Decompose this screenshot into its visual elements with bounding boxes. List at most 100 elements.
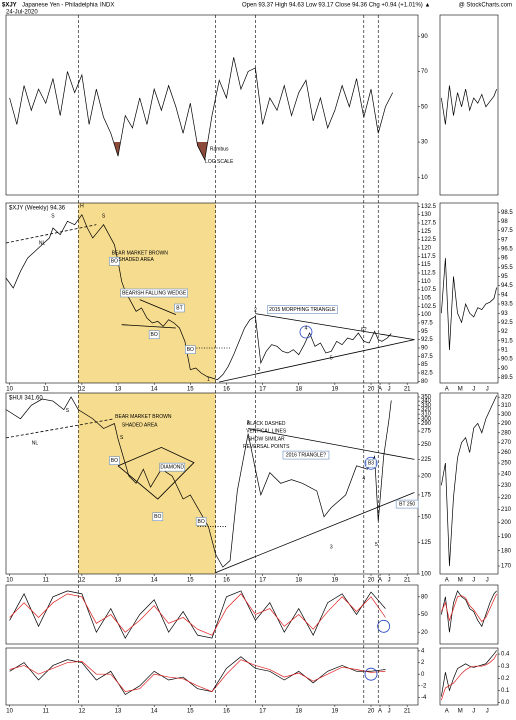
y-tick-label: 117.5 xyxy=(421,254,436,260)
x-tick-label: A xyxy=(378,709,382,715)
y-tick-label: 0 xyxy=(421,672,425,678)
y-tick-label: 92.5 xyxy=(421,337,433,343)
x-tick-label: 14 xyxy=(151,709,158,715)
annotation: H xyxy=(80,204,84,210)
inset-y-tick-label: 0.1 xyxy=(501,688,510,694)
instrument-name: Japanese Yen - Philadelphia xyxy=(22,3,98,9)
y-tick-label: 10 xyxy=(421,175,428,181)
y-tick-label: 80 xyxy=(421,594,428,600)
trendline xyxy=(121,324,176,329)
x-tick-label: 15 xyxy=(187,709,194,715)
annotation: 2 xyxy=(247,420,250,426)
quote: Open 93.37 High 94.63 Low 93.17 Close 94… xyxy=(242,3,430,9)
inset-y-tick-label: 96 xyxy=(501,256,508,262)
y-tick-label: 175 xyxy=(421,493,432,499)
y-tick-label: 125 xyxy=(421,540,432,546)
y-tick-label: 250 xyxy=(421,442,432,448)
panel-frame xyxy=(5,14,419,196)
inset-y-tick-label: 95 xyxy=(501,274,508,280)
y-tick-label: 127.5 xyxy=(421,221,437,227)
inset-y-tick-label: 89.5 xyxy=(501,375,513,381)
annotation: VERTICAL LINES xyxy=(246,428,287,434)
inset-y-tick-label: 98.5 xyxy=(501,210,513,216)
x-tick-label: 16 xyxy=(223,387,230,393)
inset-y-tick-label: 92 xyxy=(501,329,508,335)
panel-frame xyxy=(5,392,419,575)
inset-frame xyxy=(439,584,499,645)
y-tick-label: 132.5 xyxy=(421,204,437,210)
inset-y-tick-label: 97 xyxy=(501,237,508,243)
inset-y-tick-label: 180 xyxy=(501,548,512,554)
trendline xyxy=(5,224,97,244)
x-tick-label: 15 xyxy=(187,578,194,584)
y-tick-label: 112.5 xyxy=(421,271,436,277)
inset-frame xyxy=(439,202,499,384)
annotation: 3 xyxy=(258,367,261,373)
x-tick-label: 13 xyxy=(115,709,122,715)
y-tick-label: 340 xyxy=(421,399,432,405)
series-line xyxy=(9,656,386,696)
annotation: BO xyxy=(154,514,161,520)
annotation: S xyxy=(66,408,70,414)
annotation: BO xyxy=(111,259,118,265)
inset-y-tick-label: 310 xyxy=(501,403,512,409)
x-tick-label: 10 xyxy=(6,387,13,393)
x-tick-label: 13 xyxy=(115,387,122,393)
y-tick-label: 310 xyxy=(421,412,432,418)
annotation: 3 xyxy=(330,544,333,550)
inset-y-tick-label: 93 xyxy=(501,311,508,317)
y-tick-label: 90 xyxy=(421,34,428,40)
inset-x-tick-label: A xyxy=(445,709,449,715)
inset-x-tick-label: J xyxy=(472,709,475,715)
y-tick-label: 95 xyxy=(421,329,428,335)
x-tick-label: 21 xyxy=(404,578,411,584)
trendline xyxy=(248,428,415,460)
x-tick-label: 17 xyxy=(259,709,266,715)
exchange: INDX xyxy=(100,3,114,9)
trendline xyxy=(139,299,177,316)
y-tick-label: 350 xyxy=(421,395,432,401)
shaded-area xyxy=(78,393,216,574)
y-tick-label: 20 xyxy=(421,630,428,636)
series-line xyxy=(9,659,386,693)
annotation: 2016 TRIANGLE? xyxy=(286,452,326,458)
inset-x-tick-label: J xyxy=(486,709,489,715)
inset-y-tick-label: 91 xyxy=(501,348,508,354)
inset-y-tick-label: 270 xyxy=(501,440,512,446)
y-tick-label: 87.5 xyxy=(421,354,433,360)
inset-x-tick-label: M xyxy=(458,709,463,715)
trendline xyxy=(219,339,415,383)
annotation-box xyxy=(120,288,188,298)
x-tick-label: A xyxy=(378,578,382,584)
inset-series-line xyxy=(441,653,497,701)
inset-y-tick-label: 170 xyxy=(501,564,512,570)
inset-x-tick-label: A xyxy=(445,387,449,393)
y-tick-label: 2 xyxy=(421,660,425,666)
x-tick-label: 14 xyxy=(151,578,158,584)
annotation: 5 xyxy=(375,542,378,548)
x-tick-label: 19 xyxy=(332,387,339,393)
annotation-box xyxy=(395,499,419,509)
annotation: SHOW SIMILAR xyxy=(248,436,285,442)
panel-frame xyxy=(5,202,419,384)
inset-y-tick-label: 230 xyxy=(501,483,512,489)
annotation: BT 250 xyxy=(399,501,415,507)
x-tick-label: 19 xyxy=(332,709,339,715)
y-tick-label: 130 xyxy=(421,212,432,218)
inset-y-tick-label: 280 xyxy=(501,430,512,436)
x-tick-label: 16 xyxy=(223,709,230,715)
inset-x-tick-label: J xyxy=(472,578,475,584)
x-tick-label: 13 xyxy=(115,578,122,584)
annotation-box xyxy=(195,517,207,526)
y-tick-label: 85 xyxy=(421,362,428,368)
series-line xyxy=(6,396,392,568)
x-tick-label: 12 xyxy=(79,709,86,715)
inset-x-tick-label: M xyxy=(458,387,463,393)
inset-y-tick-label: 190 xyxy=(501,534,512,540)
y-tick-label: 50 xyxy=(421,612,428,618)
annotation: B3 xyxy=(368,461,374,467)
annotation: BEARISH FALLING WEDGE xyxy=(122,290,187,296)
inset-y-tick-label: 0.2 xyxy=(501,676,510,682)
annotation-box xyxy=(109,257,120,266)
